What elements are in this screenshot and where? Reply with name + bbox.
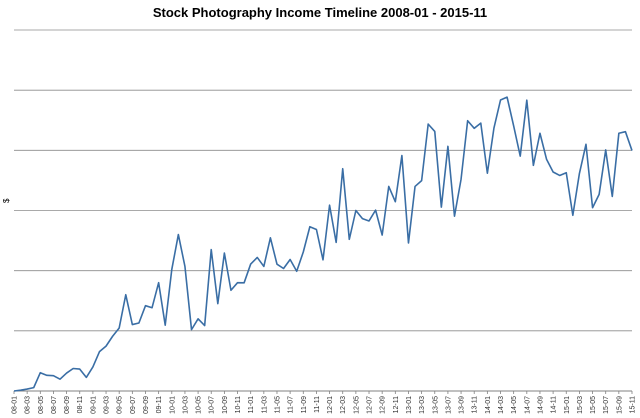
x-tick-label: 09-01 (90, 396, 97, 414)
x-tick-label: 10-03 (182, 396, 189, 414)
chart-title: Stock Photography Income Timeline 2008-0… (152, 5, 488, 20)
x-tick-label: 10-07 (209, 396, 216, 414)
x-tick-label: 14-03 (498, 396, 505, 414)
x-tick-label: 08-11 (77, 396, 84, 413)
x-tick-label: 12-03 (340, 396, 347, 414)
x-tick-label: 09-05 (117, 396, 124, 414)
x-tick-label: 11-03 (261, 396, 268, 413)
x-tick-label: 08-09 (64, 396, 71, 414)
gridlines (14, 29, 632, 332)
x-tick-label: 11-07 (288, 396, 295, 413)
x-tick-label: 10-01 (169, 396, 176, 414)
x-tick-label: 13-05 (432, 396, 439, 414)
x-tick-label: 15-07 (603, 396, 610, 414)
x-tick-label: 09-09 (143, 396, 150, 414)
x-tick-label: 13-07 (445, 396, 452, 414)
x-tick-label: 15-11 (630, 396, 637, 413)
x-tick-label: 11-11 (314, 396, 321, 413)
x-axis-ticks: 08-01 08-03 08-05 08-07 08-09 08-11 09-01 09-03… (12, 391, 637, 414)
x-tick-label: 13-09 (459, 396, 466, 414)
x-tick-label: 14-01 (485, 396, 492, 414)
x-tick-label: 09-11 (156, 396, 163, 413)
x-tick-label: 08-03 (25, 396, 32, 414)
x-tick-label: 14-09 (537, 396, 544, 414)
x-tick-label: 11-01 (248, 396, 255, 413)
x-tick-label: 09-03 (104, 396, 111, 414)
x-tick-label: 12-11 (393, 396, 400, 413)
x-tick-label: 14-05 (511, 396, 518, 414)
x-tick-label: 11-09 (301, 396, 308, 413)
x-tick-label: 15-03 (577, 396, 584, 414)
x-tick-label: 15-09 (616, 396, 623, 414)
x-tick-label: 08-07 (51, 396, 58, 414)
x-tick-label: 09-07 (130, 396, 137, 414)
x-tick-label: 12-05 (353, 396, 360, 414)
x-tick-label: 15-05 (590, 396, 597, 414)
x-tick-label: 12-01 (327, 396, 334, 414)
x-tick-label: 12-07 (367, 396, 374, 414)
x-tick-label: 10-11 (235, 396, 242, 413)
x-tick-label: 11-05 (274, 396, 281, 413)
x-tick-label: 12-09 (380, 396, 387, 414)
data-points (13, 96, 633, 392)
x-tick-label: 10-09 (222, 396, 229, 414)
x-tick-label: 13-01 (406, 396, 413, 414)
x-tick-label: 10-05 (196, 396, 203, 414)
x-tick-label: 15-01 (564, 396, 571, 414)
x-tick-label: 08-01 (12, 396, 19, 414)
x-tick-label: 14-11 (551, 396, 558, 413)
x-tick-label: 13-03 (419, 396, 426, 414)
series-line (13, 96, 633, 392)
x-tick-label: 14-07 (524, 396, 531, 414)
x-tick-label: 13-11 (472, 396, 479, 413)
x-tick-label: 08-05 (38, 396, 45, 414)
